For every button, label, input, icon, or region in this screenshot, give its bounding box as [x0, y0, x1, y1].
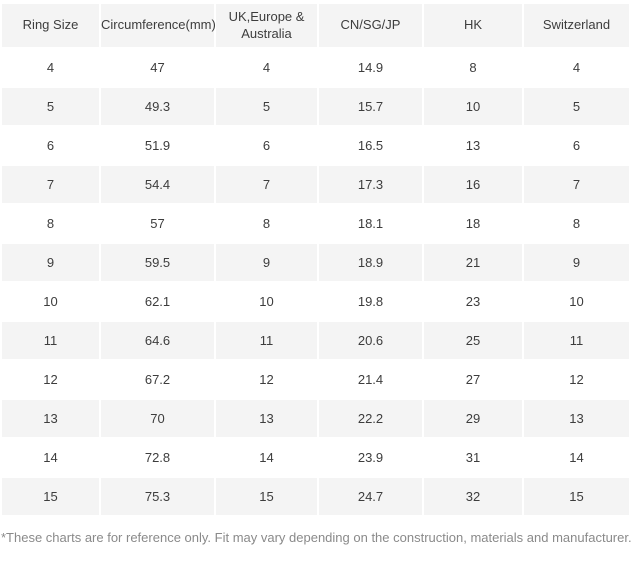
- table-cell: 7: [2, 166, 99, 203]
- table-cell: 15.7: [319, 88, 422, 125]
- table-cell: 31: [424, 439, 522, 476]
- table-row: 4 47 4 14.9 8 4: [2, 49, 629, 86]
- ring-size-table: Ring Size Circumference(mm) UK,Europe & Au…: [0, 2, 631, 517]
- table-cell: 75.3: [101, 478, 214, 515]
- table-cell: 10: [524, 283, 629, 320]
- column-header: CN/SG/JP: [319, 4, 422, 47]
- table-cell: 57: [101, 205, 214, 242]
- column-header: Switzerland: [524, 4, 629, 47]
- table-cell: 6: [524, 127, 629, 164]
- table-cell: 20.6: [319, 322, 422, 359]
- footnote: *These charts are for reference only. Fi…: [1, 530, 632, 545]
- table-cell: 4: [216, 49, 317, 86]
- table-cell: 23: [424, 283, 522, 320]
- table-cell: 49.3: [101, 88, 214, 125]
- table-cell: 51.9: [101, 127, 214, 164]
- table-row: 13 70 13 22.2 29 13: [2, 400, 629, 437]
- table-cell: 18.1: [319, 205, 422, 242]
- table-cell: 14: [524, 439, 629, 476]
- table-row: 9 59.5 9 18.9 21 9: [2, 244, 629, 281]
- table-cell: 5: [524, 88, 629, 125]
- table-cell: 19.8: [319, 283, 422, 320]
- table-cell: 9: [216, 244, 317, 281]
- table-cell: 11: [2, 322, 99, 359]
- table-cell: 67.2: [101, 361, 214, 398]
- table-cell: 27: [424, 361, 522, 398]
- table-cell: 13: [524, 400, 629, 437]
- table-cell: 47: [101, 49, 214, 86]
- table-row: 14 72.8 14 23.9 31 14: [2, 439, 629, 476]
- table-cell: 15: [2, 478, 99, 515]
- table-row: 6 51.9 6 16.5 13 6: [2, 127, 629, 164]
- table-cell: 13: [216, 400, 317, 437]
- table-cell: 6: [216, 127, 317, 164]
- table-cell: 7: [216, 166, 317, 203]
- table-cell: 15: [524, 478, 629, 515]
- table-cell: 18.9: [319, 244, 422, 281]
- table-cell: 5: [2, 88, 99, 125]
- table-cell: 5: [216, 88, 317, 125]
- table-cell: 4: [524, 49, 629, 86]
- table-header-row: Ring Size Circumference(mm) UK,Europe & Au…: [2, 4, 629, 47]
- table-cell: 29: [424, 400, 522, 437]
- table-cell: 18: [424, 205, 522, 242]
- table-cell: 25: [424, 322, 522, 359]
- table-row: 12 67.2 12 21.4 27 12: [2, 361, 629, 398]
- table-cell: 64.6: [101, 322, 214, 359]
- table-cell: 21: [424, 244, 522, 281]
- table-cell: 23.9: [319, 439, 422, 476]
- table-cell: 8: [216, 205, 317, 242]
- table-cell: 59.5: [101, 244, 214, 281]
- table-cell: 9: [524, 244, 629, 281]
- table-cell: 8: [424, 49, 522, 86]
- table-cell: 17.3: [319, 166, 422, 203]
- table-row: 10 62.1 10 19.8 23 10: [2, 283, 629, 320]
- table-cell: 13: [424, 127, 522, 164]
- table-cell: 8: [524, 205, 629, 242]
- table-cell: 6: [2, 127, 99, 164]
- table-cell: 12: [524, 361, 629, 398]
- table-cell: 16.5: [319, 127, 422, 164]
- table-body: 4 47 4 14.9 8 4 5 49.3 5 15.7 10 5 6 51.9 6 16.5 13 6 7 54.…: [2, 49, 629, 515]
- table-cell: 72.8: [101, 439, 214, 476]
- table-cell: 14: [216, 439, 317, 476]
- table-row: 11 64.6 11 20.6 25 11: [2, 322, 629, 359]
- table-cell: 32: [424, 478, 522, 515]
- table-cell: 10: [2, 283, 99, 320]
- table-cell: 12: [216, 361, 317, 398]
- table-cell: 4: [2, 49, 99, 86]
- table-cell: 7: [524, 166, 629, 203]
- table-cell: 14: [2, 439, 99, 476]
- table-cell: 10: [216, 283, 317, 320]
- table-cell: 54.4: [101, 166, 214, 203]
- table-cell: 12: [2, 361, 99, 398]
- table-row: 15 75.3 15 24.7 32 15: [2, 478, 629, 515]
- table-cell: 9: [2, 244, 99, 281]
- table-cell: 21.4: [319, 361, 422, 398]
- table-row: 5 49.3 5 15.7 10 5: [2, 88, 629, 125]
- table-cell: 16: [424, 166, 522, 203]
- table-cell: 62.1: [101, 283, 214, 320]
- table-row: 7 54.4 7 17.3 16 7: [2, 166, 629, 203]
- column-header: UK,Europe & Australia: [216, 4, 317, 47]
- table-cell: 14.9: [319, 49, 422, 86]
- table-cell: 11: [524, 322, 629, 359]
- column-header: HK: [424, 4, 522, 47]
- table-cell: 15: [216, 478, 317, 515]
- table-cell: 10: [424, 88, 522, 125]
- table-row: 8 57 8 18.1 18 8: [2, 205, 629, 242]
- table-cell: 8: [2, 205, 99, 242]
- table-cell: 13: [2, 400, 99, 437]
- column-header: Ring Size: [2, 4, 99, 47]
- column-header: Circumference(mm): [101, 4, 216, 47]
- table-cell: 70: [101, 400, 214, 437]
- table-cell: 24.7: [319, 478, 422, 515]
- table-cell: 22.2: [319, 400, 422, 437]
- table-cell: 11: [216, 322, 317, 359]
